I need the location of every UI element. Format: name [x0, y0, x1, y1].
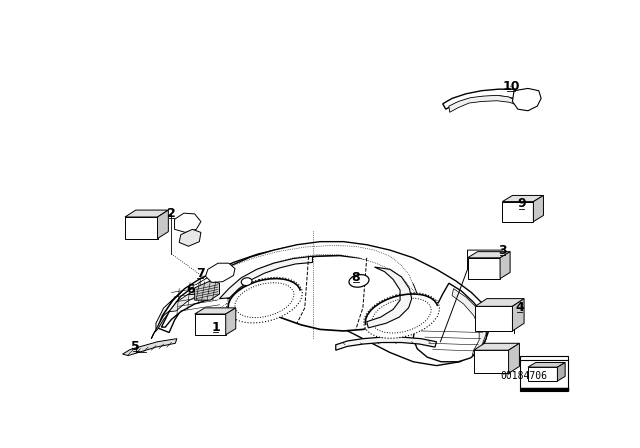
Polygon shape [443, 89, 528, 109]
Polygon shape [161, 241, 489, 366]
Text: 4: 4 [515, 302, 524, 314]
Text: 8: 8 [351, 271, 360, 284]
Polygon shape [175, 213, 201, 233]
Polygon shape [367, 267, 412, 328]
Text: 6: 6 [186, 283, 195, 296]
Text: 2: 2 [167, 207, 176, 220]
Polygon shape [179, 229, 201, 246]
Polygon shape [193, 246, 417, 300]
Polygon shape [467, 258, 500, 279]
Polygon shape [202, 268, 250, 294]
Polygon shape [413, 283, 488, 362]
Polygon shape [528, 367, 557, 381]
Text: 3: 3 [498, 244, 507, 257]
Polygon shape [500, 252, 510, 279]
Polygon shape [125, 217, 157, 238]
Polygon shape [509, 343, 520, 373]
Polygon shape [528, 362, 565, 367]
Polygon shape [195, 314, 226, 335]
Polygon shape [513, 299, 524, 331]
Polygon shape [195, 308, 236, 314]
Polygon shape [156, 290, 183, 331]
Polygon shape [557, 362, 565, 381]
Text: 00184706: 00184706 [500, 370, 548, 381]
Polygon shape [226, 308, 236, 335]
Text: 5: 5 [131, 340, 140, 353]
Ellipse shape [364, 293, 440, 338]
Polygon shape [157, 245, 382, 332]
Polygon shape [452, 289, 486, 356]
Polygon shape [123, 339, 177, 356]
Polygon shape [205, 263, 235, 282]
Bar [520, 356, 568, 391]
Ellipse shape [227, 277, 302, 323]
Polygon shape [474, 350, 509, 373]
Polygon shape [533, 195, 543, 222]
Polygon shape [513, 88, 541, 111]
Text: 9: 9 [517, 198, 526, 211]
Polygon shape [195, 281, 220, 300]
Polygon shape [467, 252, 510, 258]
Polygon shape [474, 343, 520, 350]
Ellipse shape [235, 283, 294, 318]
Polygon shape [220, 256, 312, 299]
Text: 7: 7 [196, 267, 205, 280]
Polygon shape [157, 210, 168, 238]
Polygon shape [502, 195, 543, 202]
Polygon shape [125, 210, 168, 217]
Ellipse shape [349, 275, 369, 287]
Polygon shape [476, 306, 513, 331]
Polygon shape [151, 308, 173, 339]
Text: 1: 1 [211, 321, 220, 334]
Polygon shape [169, 289, 200, 312]
Ellipse shape [372, 298, 431, 333]
Polygon shape [227, 255, 417, 331]
Ellipse shape [241, 278, 252, 285]
Polygon shape [449, 95, 520, 112]
Text: 10: 10 [502, 80, 520, 93]
Polygon shape [502, 202, 533, 222]
Polygon shape [336, 337, 436, 350]
Polygon shape [476, 299, 524, 306]
